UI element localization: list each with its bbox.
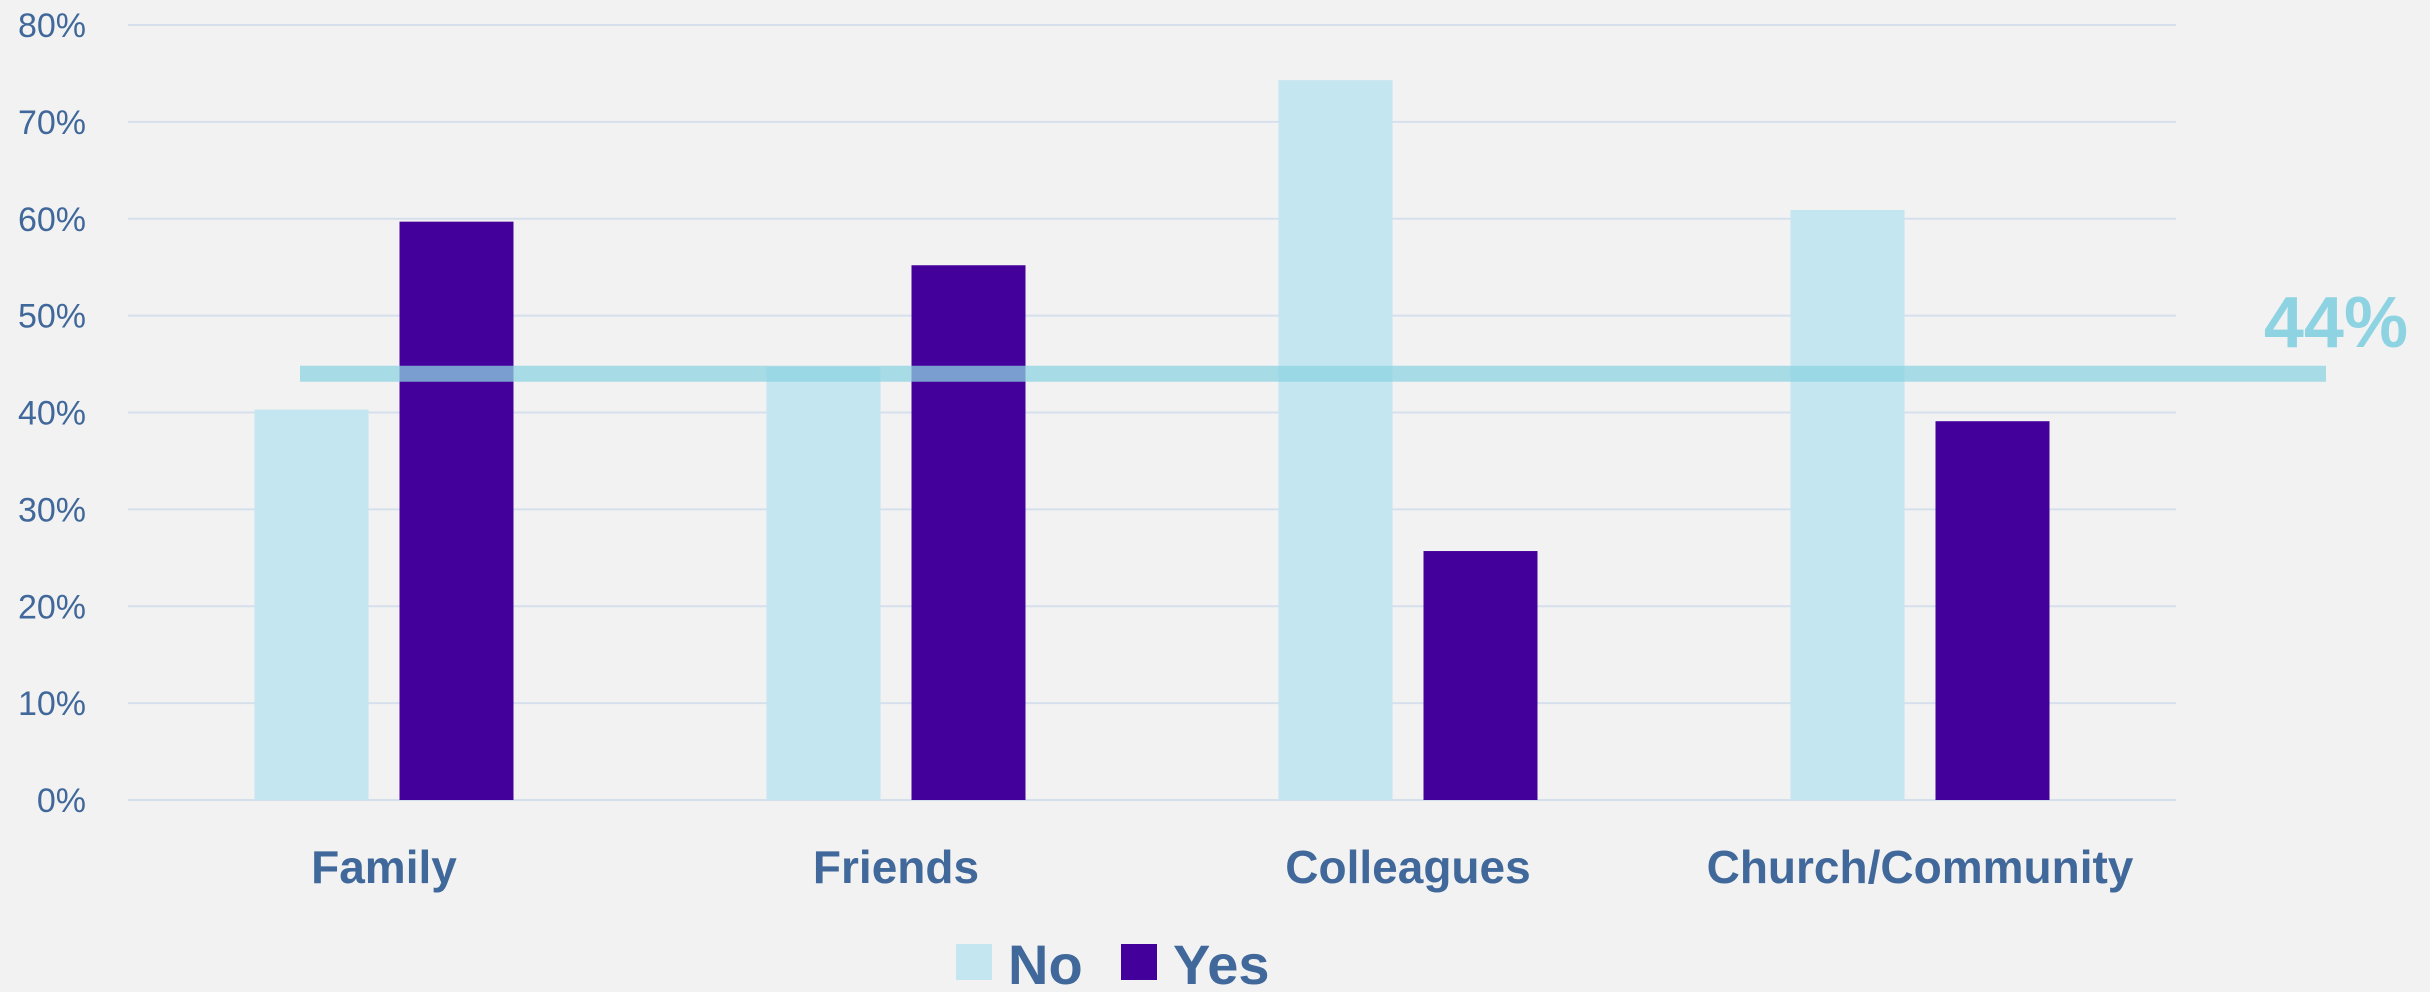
- y-tick-label: 40%: [18, 395, 86, 433]
- y-tick-label: 50%: [18, 298, 86, 336]
- legend-label-no: No: [1008, 933, 1083, 987]
- legend-label-yes: Yes: [1173, 933, 1270, 987]
- bars: [254, 80, 2050, 800]
- category-label: Colleagues: [1285, 841, 1530, 893]
- legend: No Yes: [956, 933, 1270, 992]
- y-tick-label: 30%: [18, 491, 86, 529]
- x-axis-categories: Family Friends Colleagues Church/Community: [311, 841, 2134, 893]
- y-tick-label: 10%: [18, 685, 86, 723]
- category-label: Friends: [813, 841, 979, 893]
- reference-line-label: 44%: [2264, 283, 2408, 363]
- bar-no-family: [254, 409, 369, 800]
- legend-swatch-no: [956, 944, 992, 980]
- bar-yes-church-community: [1935, 421, 2050, 800]
- bar-no-colleagues: [1278, 80, 1393, 800]
- y-tick-label: 70%: [18, 104, 86, 142]
- bar-no-church-community: [1790, 210, 1905, 800]
- reference-line-group: 44%: [300, 283, 2408, 382]
- reference-line: [300, 365, 2326, 382]
- bar-yes-friends: [911, 265, 1026, 800]
- category-label: Church/Community: [1707, 841, 2134, 893]
- bar-yes-colleagues: [1423, 551, 1538, 800]
- y-tick-label: 60%: [18, 201, 86, 239]
- bar-yes-family: [399, 221, 514, 800]
- legend-swatch-yes: [1121, 944, 1157, 980]
- y-tick-label: 20%: [18, 588, 86, 626]
- y-axis-ticks: 0% 10% 20% 30% 40% 50% 60% 70% 80%: [18, 7, 86, 820]
- category-label: Family: [311, 841, 457, 893]
- y-tick-label: 80%: [18, 7, 86, 45]
- bar-no-friends: [766, 366, 881, 800]
- y-tick-label: 0%: [37, 782, 86, 820]
